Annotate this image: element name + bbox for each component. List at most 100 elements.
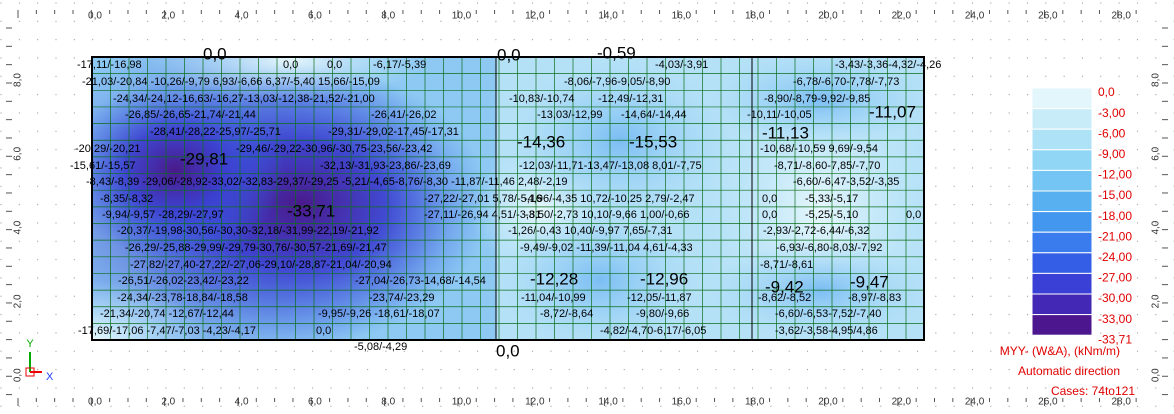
map-label: -12,49/-12,31 [598,93,663,105]
legend-swatch [1031,252,1093,274]
map-label: -6,60/-6,47-3,52/-3,35 [793,176,899,188]
map-label: 0,0 [283,59,298,71]
ruler-label: 8,0 [381,11,395,22]
ruler-label: 28,0 [1111,11,1131,22]
map-label: -14,64/-14,44 [621,109,686,121]
legend-swatch [1031,272,1093,295]
ruler-label: 0,0 [88,397,102,408]
map-label: -5,08/-4,29 [354,341,407,353]
map-label: -29,31/-29,02-17,45/-17,31 [328,126,459,138]
legend-swatch [1031,149,1093,171]
map-label: -28,41/-28,22-25,97/-25,71 [150,126,281,138]
legend-swatch [1031,87,1093,110]
legend-swatch [1031,211,1093,233]
map-label: -13,03/-12,99 [537,109,602,121]
legend-swatch [1031,128,1093,151]
legend-swatch [1031,169,1093,192]
map-label: -3,50/-2,73 10,10/-9,66 1,00/-0,66 [525,209,690,221]
legend-label: -9,00 [1098,147,1126,161]
legend-label: -3,00 [1098,106,1126,120]
map-label: -20,29/-20,21 [75,143,140,155]
map-label: -10,68/-10,59 9,69/-9,54 [760,143,878,155]
ruler-label: 0,0 [13,368,24,382]
map-label: -9,47 [850,272,889,291]
ruler-label: 0,0 [88,11,102,22]
map-label: 0,0 [327,59,342,71]
map-label: 0,0 [497,45,521,64]
map-label: -5,25/-5,10 [805,209,858,221]
map-label: -32,13/-31,93-23,86/-23,69 [320,160,451,172]
map-label: -27,82/-27,40-27,22/-27,06-29,10/-28,87-… [130,259,392,271]
ruler-label: 4,0 [13,220,24,234]
map-label: -29,81 [180,149,228,168]
map-label: -12,05/-11,87 [627,292,692,304]
ruler-label: 4,0 [235,11,249,22]
map-label: -5,33/-5,17 [805,193,858,205]
map-label: -8,72/-8,64 [540,308,593,320]
map-label: -10,83/-10,74 [509,93,574,105]
ruler-label: 18,0 [745,11,765,22]
map-label: -24,34/-24,12-16,63/-16,27-13,03/-12,38-… [113,93,375,105]
ruler-label: 14,0 [598,11,618,22]
map-label: -3,43/-3,36-4,32/-4,26 [835,59,941,71]
map-label: -8,71/-8,61 [760,259,813,271]
map-label: -1,26/-0,43 10,40/-9,97 7,65/-7,31 [508,225,673,237]
map-label: -10,11/-10,05 [747,109,812,121]
map-label: -4,96/-4,35 10,72/-10,25 2,79/-2,47 [524,193,695,205]
ruler-label: 18,0 [745,397,765,408]
ruler-label: 10,0 [452,11,472,22]
map-label: 0,0 [906,209,921,221]
map-label: -6,60/-6,53-7,52/-7,40 [775,308,881,320]
ruler-label: 14,0 [598,397,618,408]
map-label: -4,03/-3,91 [655,59,708,71]
legend-label: -33,71 [1098,332,1132,346]
ruler-label: 12,0 [525,11,545,22]
legend-cases: Cases: 74to121 [1051,384,1135,398]
ruler-label: 8,0 [1151,73,1162,87]
ruler-label: 26,0 [1038,397,1058,408]
map-label: 0,0 [762,209,777,221]
axis-icon: Y X [25,338,54,383]
legend-label: -15,00 [1098,188,1132,202]
ruler-label: 6,0 [13,146,24,160]
map-label: -20,37/-19,98-30,56/-30,30-32,18/-31,99-… [117,225,379,237]
map-label: -15,61/-15,57 [70,160,135,172]
map-label: -26,41/-26,02 [371,109,436,121]
ruler-label: 6,0 [308,397,322,408]
ruler-label: 8,0 [381,397,395,408]
axis-x-label: X [46,371,54,383]
map-label: -8,97/-8,83 [848,292,901,304]
map-label: -27,22/-27,01 5,78/-5,16 [424,193,542,205]
ruler-label: 20,0 [818,397,838,408]
map-label: 0,0 [203,44,227,63]
legend-label: -21,00 [1098,229,1132,243]
ruler-label: 6,0 [308,11,322,22]
ruler-label: 2,0 [1151,294,1162,308]
map-label: -24,34/-23,78-18,84/-18,58 [117,292,248,304]
map-label: -9,42 [765,277,804,296]
map-label: -8,71/-8,60-7,85/-7,70 [774,160,880,172]
ruler-label: 2,0 [161,397,175,408]
map-label: -6,93/-6,80-8,03/-7,92 [776,242,882,254]
map-label: 0,0 [496,341,520,360]
map-label: -6,17/-5,39 [373,59,426,71]
map-label: -2,93/-2,72-6,44/-6,32 [763,225,869,237]
legend-label: -27,00 [1098,271,1132,285]
map-label: -23,74/-23,29 [369,292,434,304]
map-label: 0,0 [762,193,777,205]
axis-y-label: Y [26,338,34,350]
map-label: -11,13 [762,123,809,142]
map-label: -27,11/-26,94 4,51/-3,81 [424,209,541,221]
map-label: 0,0 [316,325,331,337]
map-label: -8,43/-8,39 -29,06/-28,92-33,02/-32,83-2… [86,176,567,188]
map-label: -12,03/-11,71-13,47/-13,08 8,01/-7,75 [519,160,702,172]
ruler-label: 28,0 [1111,397,1131,408]
map-label: -29,46/-29,22-30,96/-30,75-23,56/-23,42 [236,143,432,155]
ruler-label: 16,0 [672,397,692,408]
map-label: -17,11/-16,98 [77,59,142,71]
legend-direction: Automatic direction [1018,364,1120,378]
map-label: -8,62/-8,52 [758,292,811,304]
legend-swatch [1031,293,1093,316]
map-label: -14,36 [517,132,565,151]
